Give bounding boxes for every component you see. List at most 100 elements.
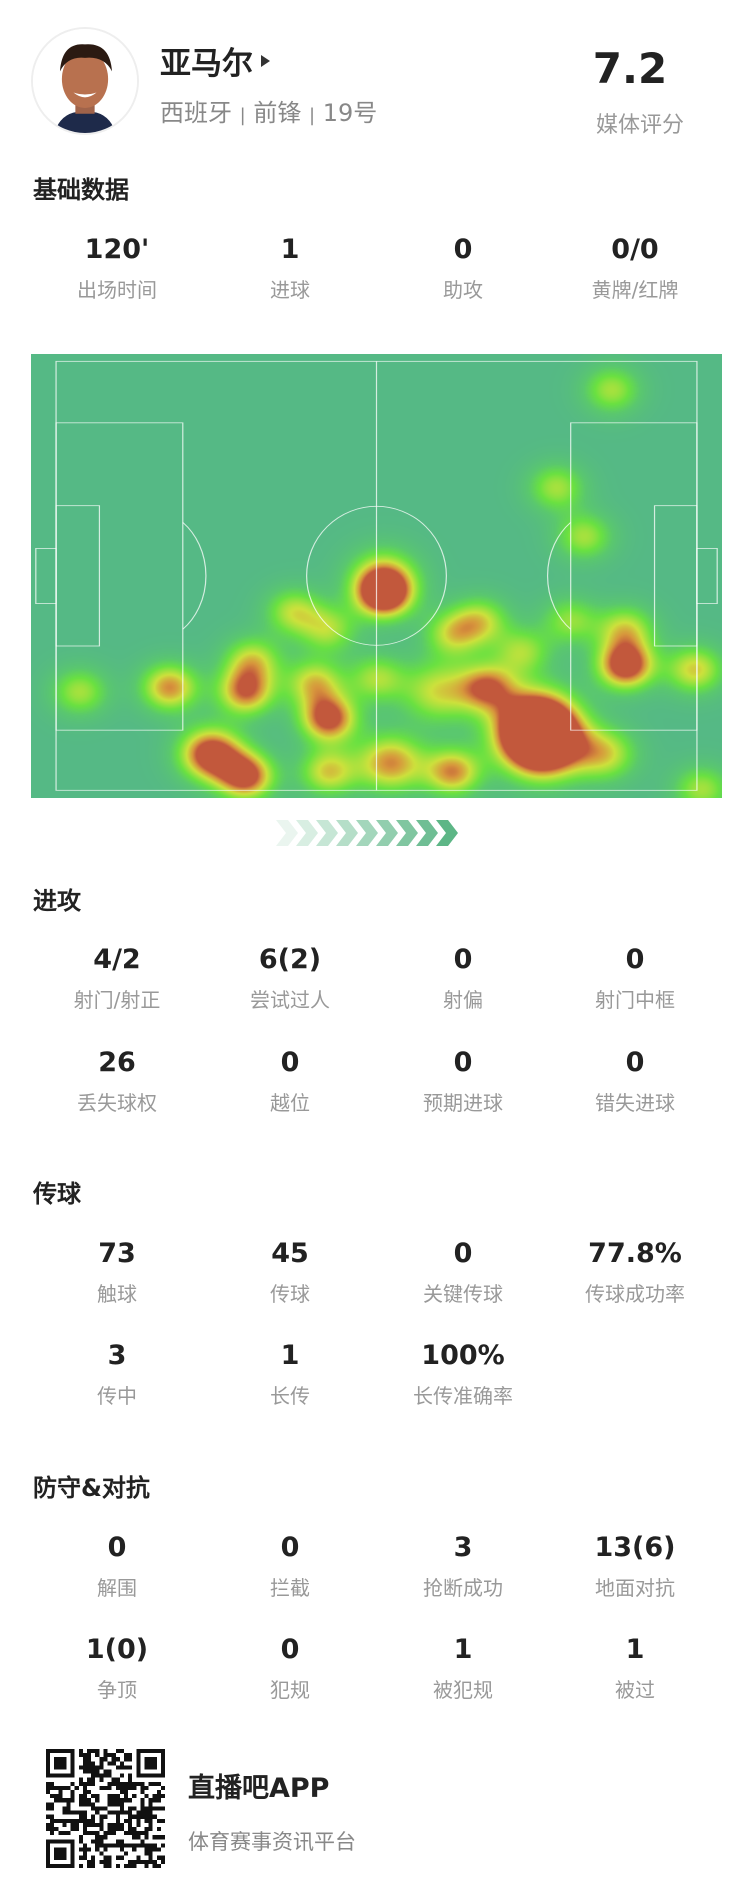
stat-label: 抢断成功 bbox=[423, 1576, 503, 1600]
stat-item: 0 越位 bbox=[205, 1047, 375, 1116]
pitch-lines bbox=[35, 360, 718, 791]
stat-value: 77.8% bbox=[588, 1238, 682, 1269]
chevron-right-icon bbox=[296, 820, 318, 846]
heatmap bbox=[31, 354, 722, 798]
stat-value: 0 bbox=[107, 1532, 127, 1563]
stat-item: 0 解围 bbox=[32, 1532, 202, 1601]
stat-item: 1 长传 bbox=[205, 1340, 375, 1409]
stat-value: 0 bbox=[280, 1634, 300, 1665]
stat-label: 被犯规 bbox=[433, 1678, 493, 1702]
stat-item: 0 拦截 bbox=[205, 1532, 375, 1601]
stat-label: 传中 bbox=[97, 1384, 137, 1408]
chevron-right-icon bbox=[376, 820, 398, 846]
stat-label: 射门中框 bbox=[595, 988, 675, 1012]
stat-label: 错失进球 bbox=[595, 1091, 675, 1115]
stat-label: 关键传球 bbox=[423, 1282, 503, 1306]
stat-value: 73 bbox=[98, 1238, 136, 1269]
stat-value: 100% bbox=[421, 1340, 505, 1371]
stat-value: 0 bbox=[453, 1047, 473, 1078]
stat-label: 长传 bbox=[270, 1384, 310, 1408]
stat-label: 预期进球 bbox=[423, 1091, 503, 1115]
stat-label: 解围 bbox=[97, 1576, 137, 1600]
stat-label: 长传准确率 bbox=[413, 1384, 513, 1408]
stat-label: 越位 bbox=[270, 1091, 310, 1115]
player-position: 前锋 bbox=[253, 99, 302, 127]
stat-item: 100% 长传准确率 bbox=[378, 1340, 548, 1409]
stat-label: 尝试过人 bbox=[250, 988, 330, 1012]
stat-item: 13(6) 地面对抗 bbox=[550, 1532, 720, 1601]
section-title: 基础数据 bbox=[33, 176, 129, 204]
stat-item: 1(0) 争顶 bbox=[32, 1634, 202, 1703]
stat-item: 3 抢断成功 bbox=[378, 1532, 548, 1601]
separator: | bbox=[309, 105, 316, 126]
stat-value: 0 bbox=[625, 1047, 645, 1078]
stat-item: 6(2) 尝试过人 bbox=[205, 944, 375, 1013]
app-name: 直播吧APP bbox=[188, 1773, 330, 1804]
stat-label: 射偏 bbox=[443, 988, 483, 1012]
stat-label: 丢失球权 bbox=[77, 1091, 157, 1115]
stat-item: 120' 出场时间 bbox=[32, 234, 202, 303]
stat-value: 3 bbox=[453, 1532, 473, 1563]
stat-label: 出场时间 bbox=[77, 278, 157, 302]
stat-value: 0 bbox=[280, 1047, 300, 1078]
stat-item: 0 错失进球 bbox=[550, 1047, 720, 1116]
stat-item: 0/0 黄牌/红牌 bbox=[550, 234, 720, 303]
separator: | bbox=[239, 105, 246, 126]
stat-value: 120' bbox=[84, 234, 150, 265]
stat-value: 0 bbox=[453, 1238, 473, 1269]
chevron-right-icon bbox=[396, 820, 418, 846]
player-number: 19号 bbox=[322, 99, 378, 127]
player-avatar[interactable] bbox=[31, 27, 139, 135]
stat-item: 1 被过 bbox=[550, 1634, 720, 1703]
stat-value: 1 bbox=[280, 234, 300, 265]
stat-value: 0/0 bbox=[611, 234, 659, 265]
stat-label: 传球 bbox=[270, 1282, 310, 1306]
rating-label: 媒体评分 bbox=[595, 113, 684, 138]
stat-item: 45 传球 bbox=[205, 1238, 375, 1307]
stat-label: 被过 bbox=[615, 1678, 655, 1702]
player-country: 西班牙 bbox=[160, 99, 232, 127]
stat-label: 传球成功率 bbox=[585, 1282, 685, 1306]
stat-value: 26 bbox=[98, 1047, 136, 1078]
stat-value: 1 bbox=[280, 1340, 300, 1371]
stat-value: 4/2 bbox=[93, 944, 141, 975]
stat-label: 拦截 bbox=[270, 1576, 310, 1600]
chevron-right-icon bbox=[416, 820, 438, 846]
stat-value: 0 bbox=[280, 1532, 300, 1563]
chevron-right-icon bbox=[336, 820, 358, 846]
stat-item: 0 助攻 bbox=[378, 234, 548, 303]
player-name-link[interactable]: 亚马尔 bbox=[160, 38, 270, 83]
stat-item: 73 触球 bbox=[32, 1238, 202, 1307]
stat-item: 3 传中 bbox=[32, 1340, 202, 1409]
stat-label: 进球 bbox=[270, 278, 310, 302]
player-info: 西班牙 | 前锋 | 19号 bbox=[160, 93, 377, 128]
attack-direction-arrows bbox=[276, 820, 458, 846]
section-title: 传球 bbox=[33, 1180, 81, 1208]
stat-item: 26 丢失球权 bbox=[32, 1047, 202, 1116]
stat-item: 4/2 射门/射正 bbox=[32, 944, 202, 1013]
stat-value: 0 bbox=[453, 944, 473, 975]
stat-item: 0 关键传球 bbox=[378, 1238, 548, 1307]
stat-value: 0 bbox=[625, 944, 645, 975]
chevron-right-icon bbox=[316, 820, 338, 846]
stat-label: 触球 bbox=[97, 1282, 137, 1306]
stat-item: 1 被犯规 bbox=[378, 1634, 548, 1703]
stat-item: 1 进球 bbox=[205, 234, 375, 303]
stat-value: 13(6) bbox=[594, 1532, 676, 1563]
stat-item: 0 射门中框 bbox=[550, 944, 720, 1013]
stat-value: 3 bbox=[107, 1340, 127, 1371]
stat-value: 1 bbox=[625, 1634, 645, 1665]
chevron-right-icon bbox=[276, 820, 298, 846]
player-name: 亚马尔 bbox=[160, 46, 253, 82]
stat-value: 0 bbox=[453, 234, 473, 265]
stat-label: 犯规 bbox=[270, 1678, 310, 1702]
stat-item: 0 预期进球 bbox=[378, 1047, 548, 1116]
stat-label: 助攻 bbox=[443, 278, 483, 302]
stat-label: 射门/射正 bbox=[73, 988, 161, 1012]
stat-label: 争顶 bbox=[97, 1678, 137, 1702]
qr-code bbox=[46, 1749, 165, 1868]
chevron-right-icon bbox=[436, 820, 458, 846]
stat-value: 1 bbox=[453, 1634, 473, 1665]
stat-item: 0 射偏 bbox=[378, 944, 548, 1013]
rating-value: 7.2 bbox=[592, 44, 668, 93]
